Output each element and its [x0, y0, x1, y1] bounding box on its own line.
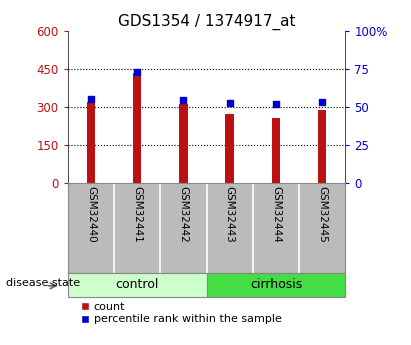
- Text: GSM32441: GSM32441: [132, 186, 142, 242]
- Text: control: control: [115, 278, 159, 291]
- Text: GSM32444: GSM32444: [271, 186, 281, 242]
- Text: disease state: disease state: [6, 278, 80, 288]
- Text: GSM32442: GSM32442: [178, 186, 188, 242]
- Point: [180, 97, 187, 103]
- Bar: [179, 105, 187, 183]
- Title: GDS1354 / 1374917_at: GDS1354 / 1374917_at: [118, 13, 295, 30]
- Bar: [226, 114, 234, 183]
- Bar: [87, 102, 95, 183]
- Point: [88, 96, 94, 101]
- Legend: count, percentile rank within the sample: count, percentile rank within the sample: [82, 302, 282, 325]
- Text: GSM32440: GSM32440: [86, 186, 96, 242]
- Point: [319, 99, 326, 105]
- Point: [226, 100, 233, 106]
- Bar: [272, 118, 280, 183]
- Bar: [68, 273, 206, 297]
- Bar: [133, 73, 141, 183]
- Bar: [206, 273, 345, 297]
- Point: [134, 69, 141, 75]
- Bar: [318, 110, 326, 183]
- Text: cirrhosis: cirrhosis: [250, 278, 302, 291]
- Text: GSM32445: GSM32445: [317, 186, 327, 242]
- Point: [272, 101, 279, 107]
- Text: GSM32443: GSM32443: [225, 186, 235, 242]
